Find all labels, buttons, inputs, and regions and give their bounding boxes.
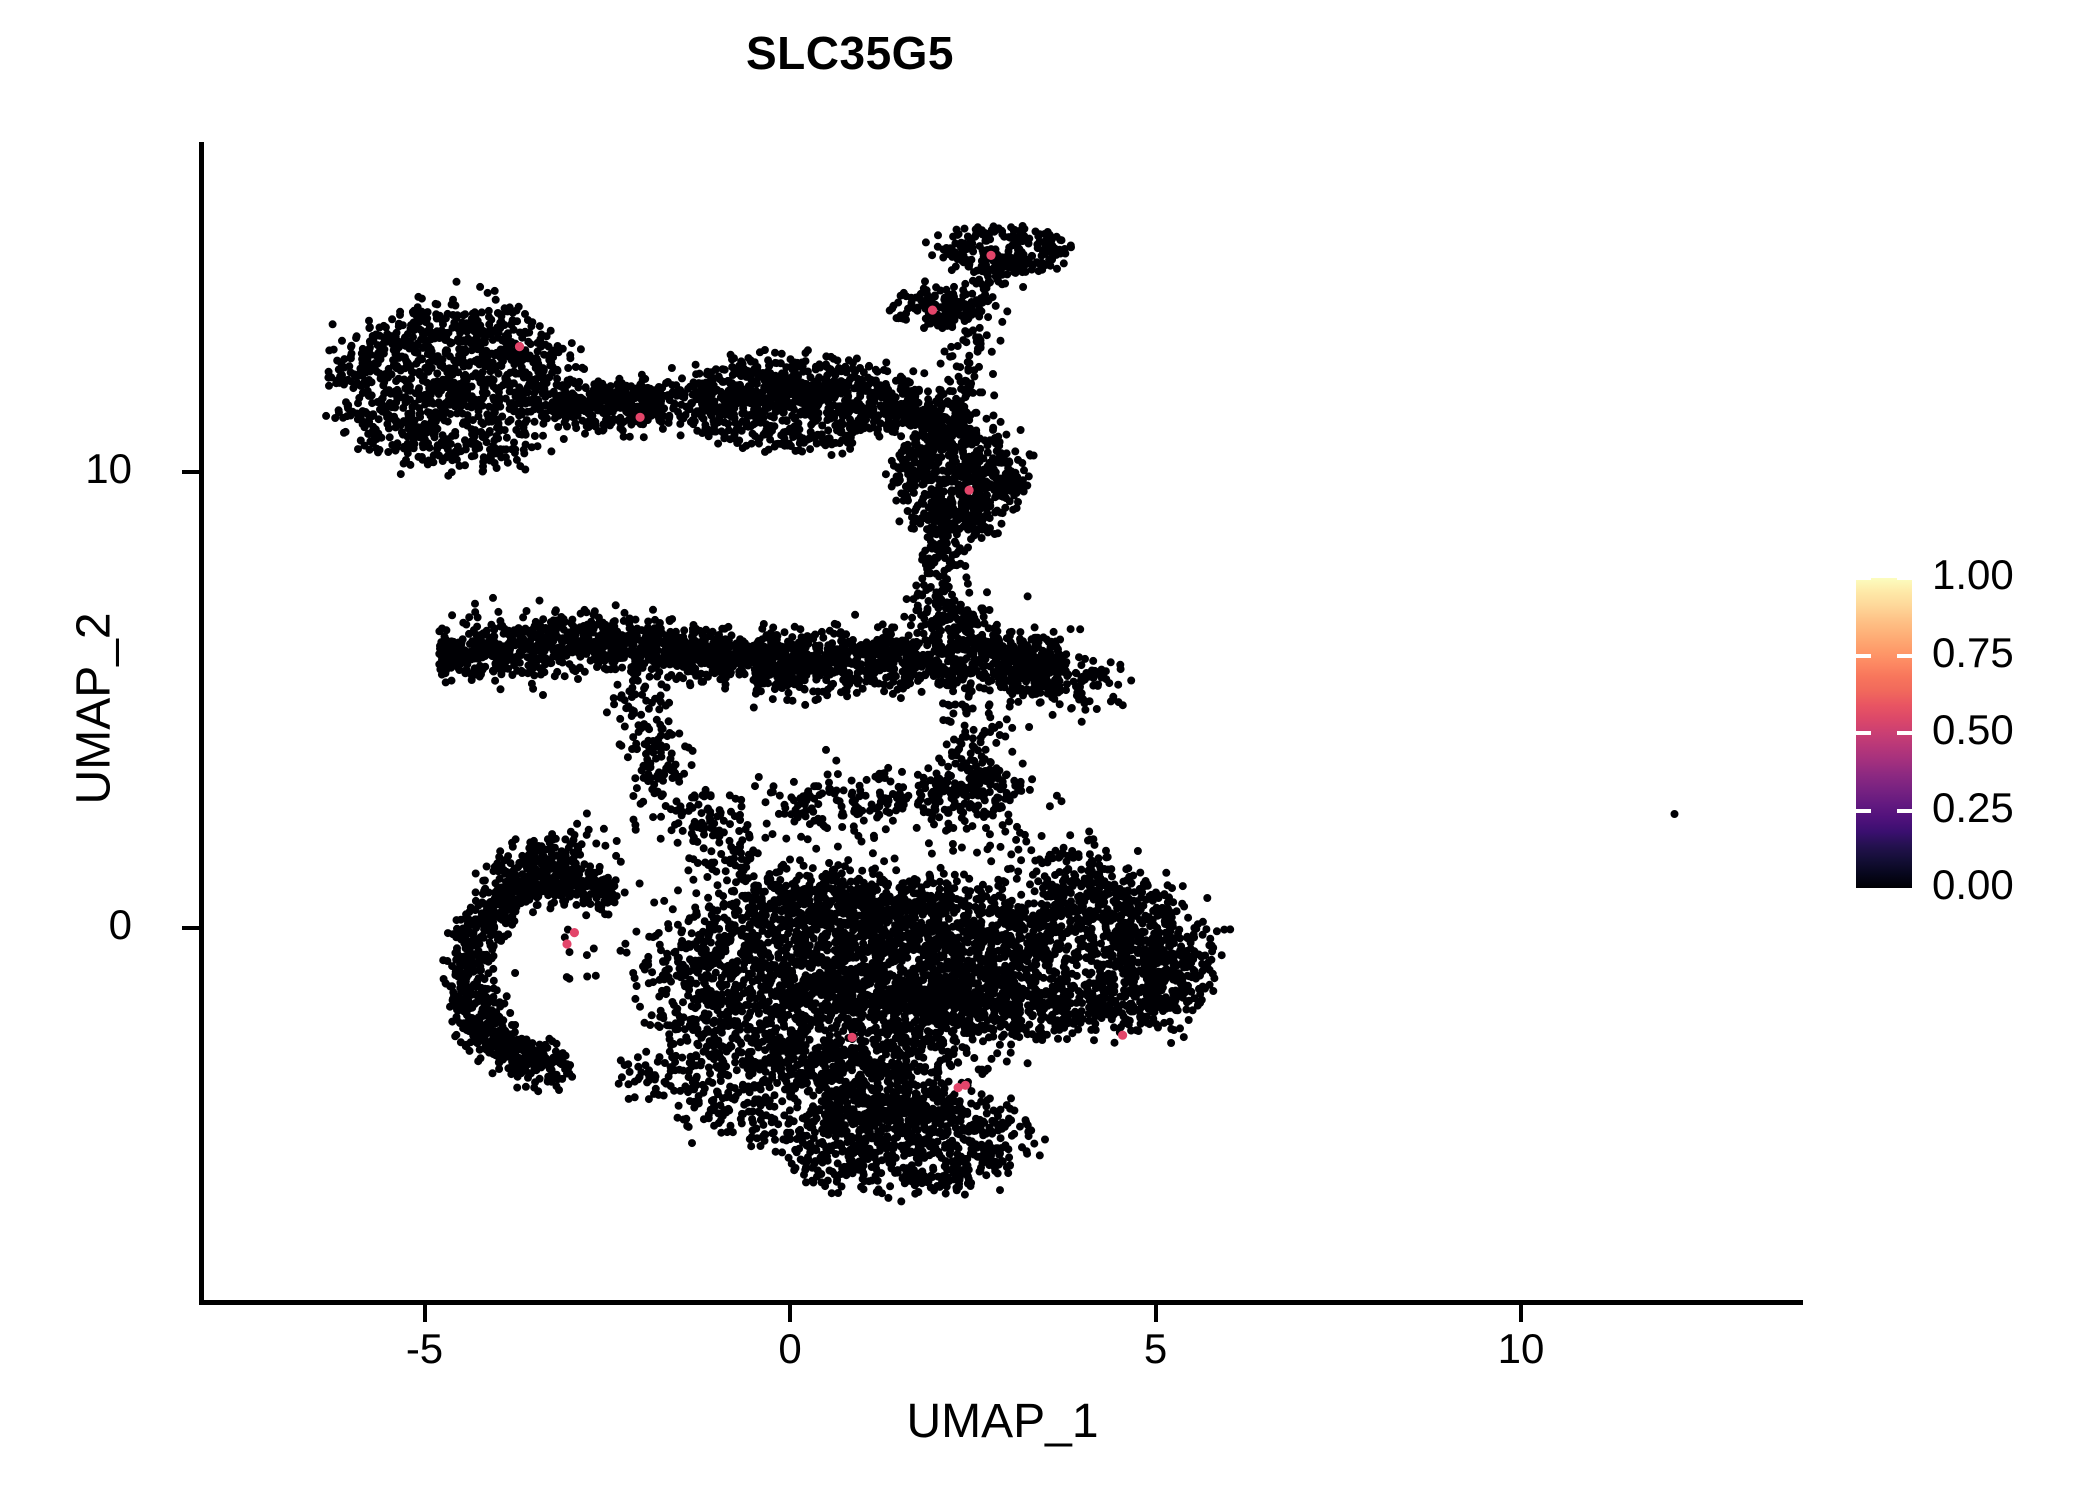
x-tick-label: 10 [1497,1325,1545,1372]
expressing-cell-point [953,1083,963,1093]
x-axis-line [199,1300,1803,1305]
colorbar-tick-mark [1856,808,1871,813]
colorbar-tick-mark [1856,731,1871,735]
y-tick-label: 10 [85,445,132,492]
expressing-cell-point [927,305,938,315]
colorbar-tick-label: 0.00 [1932,861,2014,908]
colorbar-tick-mark [1897,653,1912,658]
plot-panel [203,142,1802,1302]
scatter-plot-svg [322,222,1679,1206]
colorbar-tick-label: 0.75 [1932,628,2014,676]
expressing-cell-point [964,485,974,495]
colorbar-legend: 0.00 0.25 0.50 0.75 1.00 [1856,551,2086,908]
x-tick-mark [1153,1305,1158,1322]
x-tick-label: 5 [1143,1325,1168,1372]
colorbar-tick-mark [1897,808,1912,813]
colorbar-tick-label: 0.25 [1932,783,2014,831]
colorbar-tick-mark [1897,576,1912,580]
colorbar-gradient [1856,576,1912,888]
scatter-points-layer [203,142,1802,1302]
colorbar-tick-mark [1856,576,1871,580]
page-title: SLC35G5 [745,27,955,79]
x-axis-title: UMAP_1 [906,1395,1099,1448]
colorbar-tick-label: 0.50 [1932,706,2014,753]
y-tick-mark [182,926,199,930]
colorbar-tick-label: 1.00 [1932,551,2014,598]
expressing-cell-point [562,939,572,949]
expressing-cell-point [514,342,525,352]
expressing-cell-point [569,928,579,938]
expressing-cell-point [635,412,645,422]
x-tick-label: 0 [778,1325,802,1372]
y-axis-line [199,142,204,1305]
zero-expression-points [322,222,1679,1206]
x-tick-mark [422,1305,427,1322]
y-axis-title: UMAP_2 [67,612,121,805]
colorbar-tick-mark [1897,731,1912,735]
x-tick-label: -5 [405,1325,444,1372]
y-tick-label: 0 [108,901,132,948]
y-axis-ticks: 0 10 [0,0,199,1500]
expressing-cell-point [960,1080,971,1090]
expressing-cell-point [1118,1030,1128,1040]
x-tick-mark [1519,1305,1523,1322]
y-tick-mark [182,470,199,474]
x-tick-mark [788,1305,792,1322]
expressing-cell-point [847,1032,857,1042]
expressing-cell-point [986,250,996,260]
colorbar-tick-mark [1856,653,1871,658]
